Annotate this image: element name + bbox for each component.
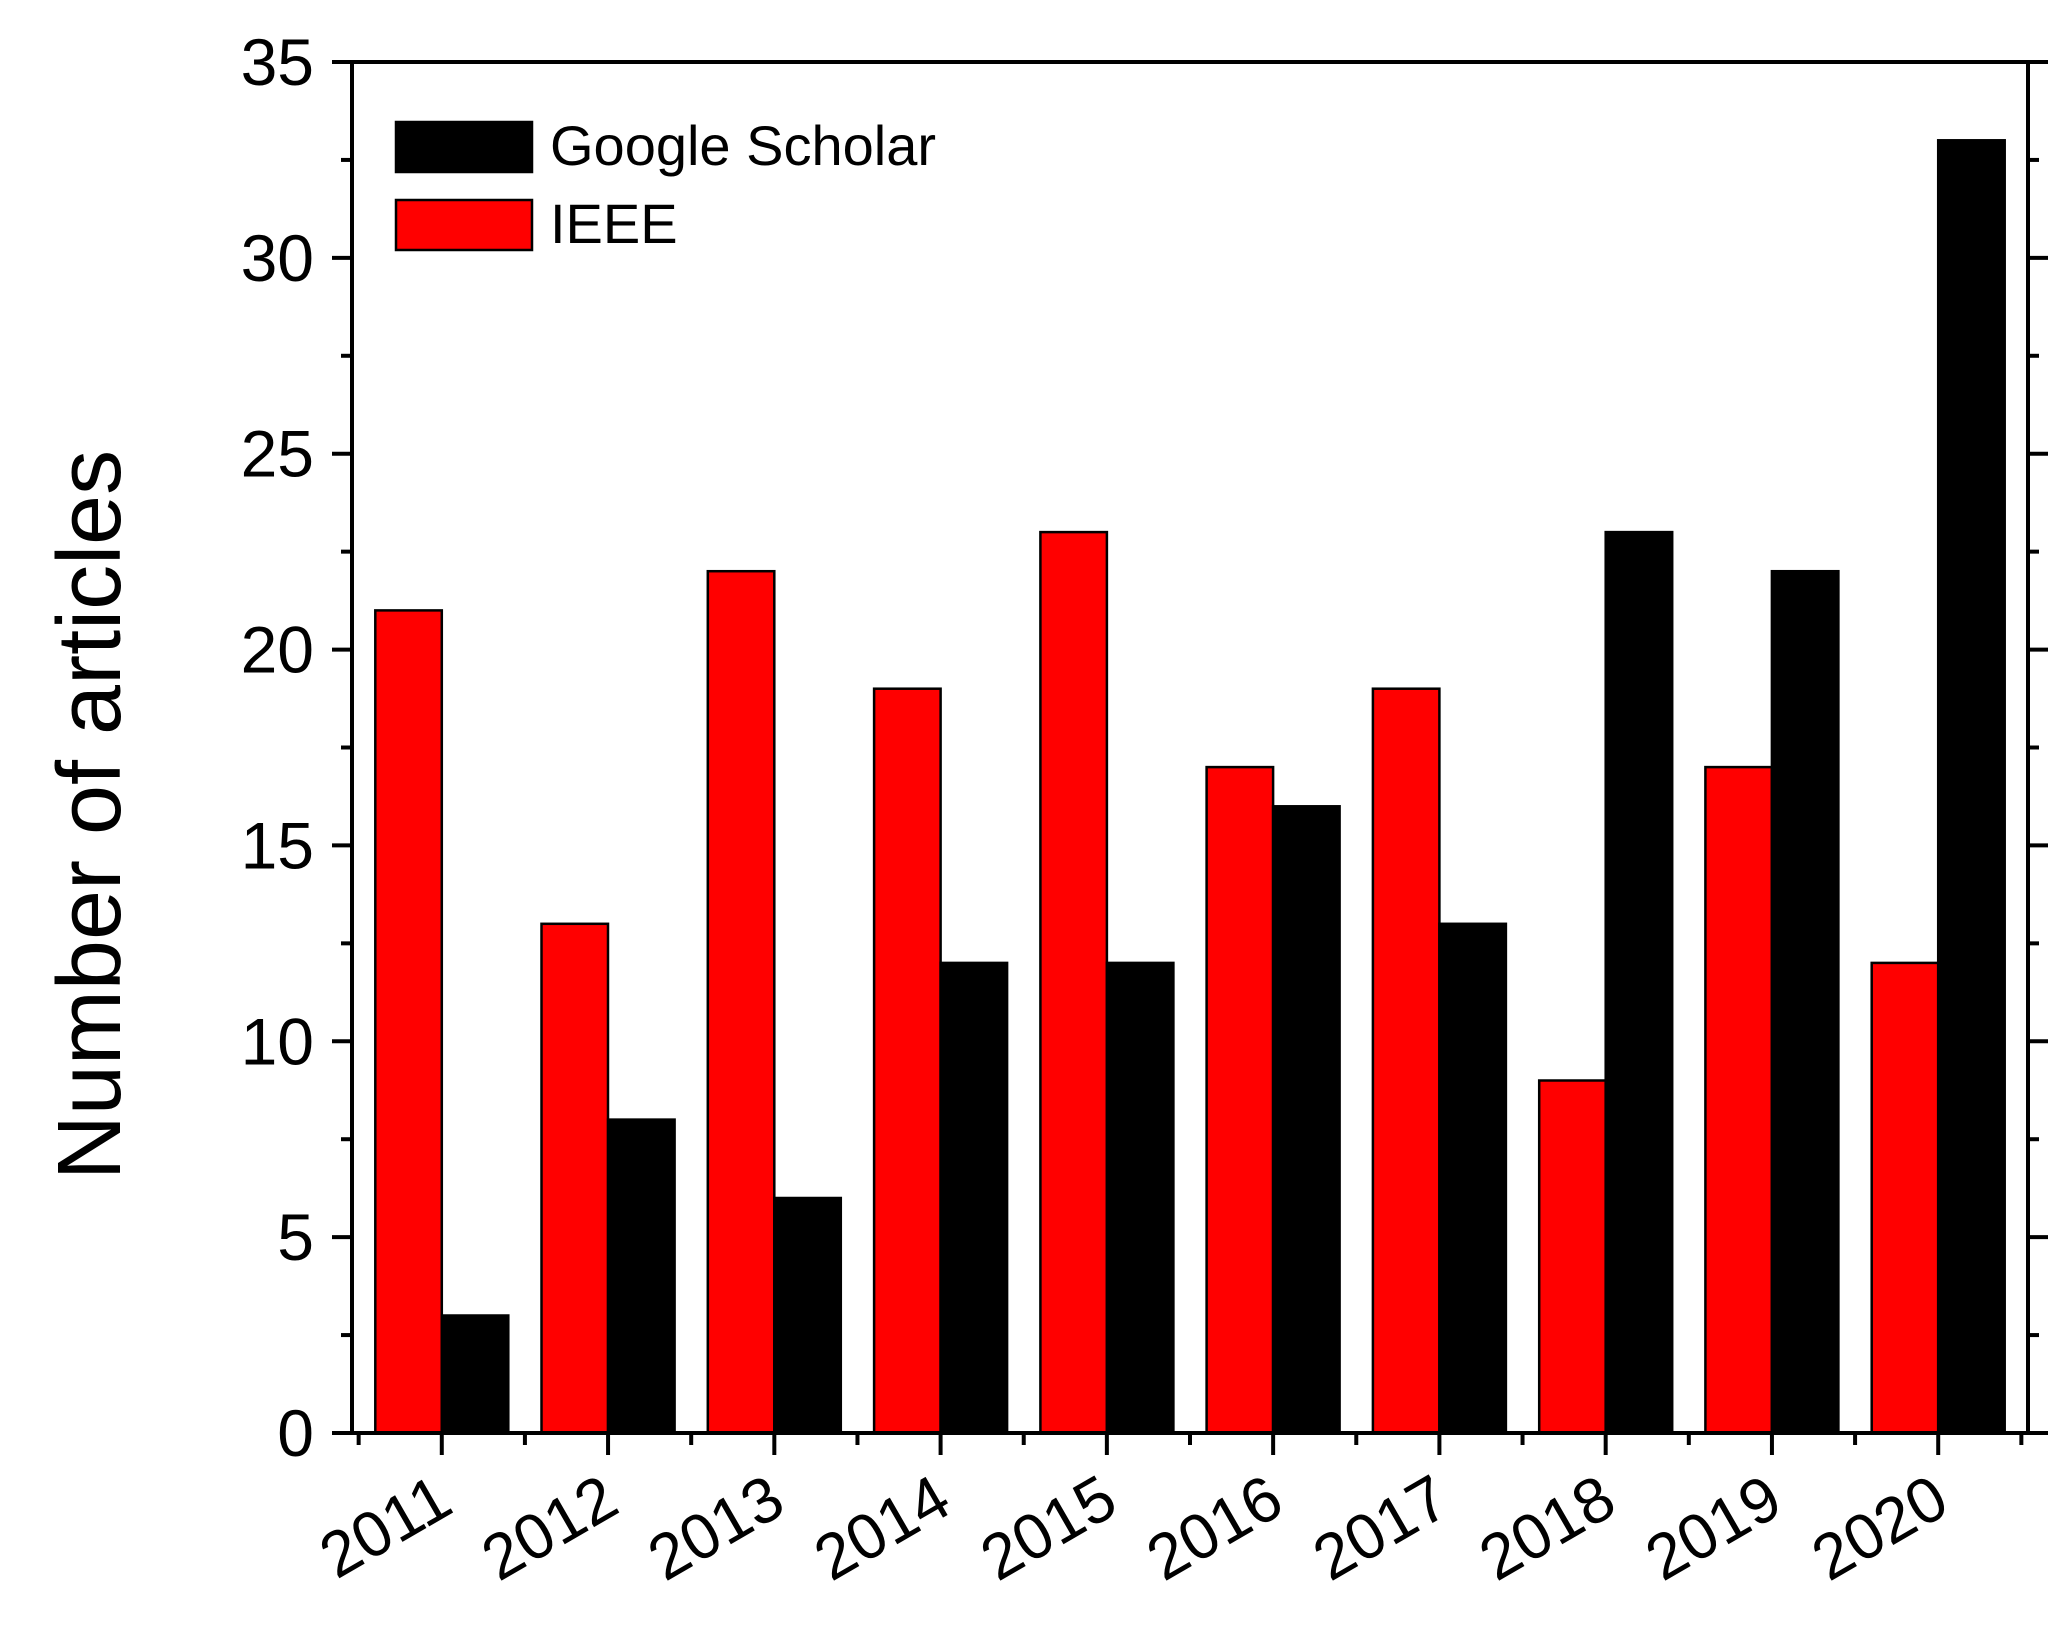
bar-ieee-2011 <box>374 609 444 1435</box>
bar-ieee-2012 <box>540 922 610 1435</box>
bar-google-scholar-2019 <box>1770 569 1840 1435</box>
y-tick-label: 15 <box>241 808 314 882</box>
legend-label-ieee: IEEE <box>550 192 678 255</box>
y-tick-label: 0 <box>277 1396 314 1470</box>
y-axis-label: Number of articles <box>40 450 140 1180</box>
bar-google-scholar-2017 <box>1438 922 1508 1435</box>
bar-ieee-2014 <box>872 687 942 1435</box>
x-tick-label: 2013 <box>636 1461 795 1595</box>
bar-ieee-2013 <box>706 569 776 1435</box>
bar-google-scholar-2020 <box>1936 139 2006 1435</box>
bar-ieee-2018 <box>1537 1079 1607 1435</box>
bar-ieee-2019 <box>1704 765 1774 1435</box>
legend-label-google-scholar: Google Scholar <box>550 114 936 177</box>
y-tick-label: 5 <box>277 1200 314 1274</box>
y-tick-label: 20 <box>241 613 314 687</box>
bar-ieee-2020 <box>1870 961 1940 1435</box>
x-tick-label: 2017 <box>1301 1461 1460 1595</box>
bar-google-scholar-2018 <box>1604 530 1674 1435</box>
x-tick-label: 2015 <box>969 1461 1128 1595</box>
bar-ieee-2015 <box>1039 530 1109 1435</box>
x-tick-label: 2019 <box>1634 1461 1793 1595</box>
y-tick-label: 10 <box>241 1004 314 1078</box>
bar-google-scholar-2012 <box>606 1118 676 1435</box>
x-tick-label: 2020 <box>1800 1461 1959 1595</box>
x-tick-label: 2014 <box>802 1461 961 1595</box>
bar-ieee-2016 <box>1205 765 1275 1435</box>
legend: Google Scholar IEEE <box>394 114 936 255</box>
legend-swatch-google-scholar <box>394 120 534 174</box>
bar-google-scholar-2014 <box>939 961 1009 1435</box>
bar-ieee-2017 <box>1371 687 1441 1435</box>
legend-swatch-ieee <box>394 198 534 252</box>
y-tick-label: 30 <box>241 221 314 295</box>
x-tick-label: 2018 <box>1467 1461 1626 1595</box>
y-tick-label: 25 <box>241 417 314 491</box>
x-tick-label: 2016 <box>1135 1461 1294 1595</box>
bar-google-scholar-2016 <box>1271 805 1341 1435</box>
bars-layer <box>374 139 2006 1435</box>
x-tick-label: 2012 <box>470 1461 629 1595</box>
y-tick-label: 35 <box>241 25 314 99</box>
bar-google-scholar-2015 <box>1105 961 1175 1435</box>
bar-google-scholar-2011 <box>440 1314 510 1435</box>
bar-google-scholar-2013 <box>773 1196 843 1435</box>
x-tick-label: 2011 <box>308 1461 463 1592</box>
